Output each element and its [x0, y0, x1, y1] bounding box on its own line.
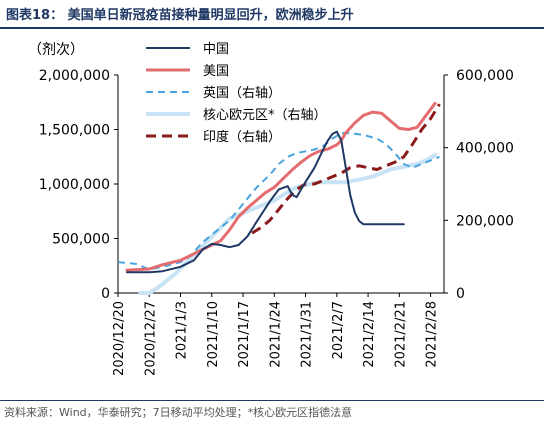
- right-tick-label: 400,000: [456, 141, 514, 157]
- left-tick-label: 0: [101, 286, 110, 302]
- left-axis-ticks: 0 500,000 1,000,000 1,500,000 2,000,000: [39, 68, 118, 302]
- x-tick-label: 2021/2/28: [425, 301, 440, 368]
- series-line-2: [117, 132, 440, 271]
- x-tick-label: 2020/12/20: [112, 301, 127, 376]
- right-tick-label: 200,000: [456, 213, 514, 229]
- x-tick-label: 2020/12/27: [143, 301, 158, 376]
- left-tick-label: 2,000,000: [39, 68, 110, 84]
- legend-label-4: 印度（右轴）: [203, 129, 281, 145]
- x-tick-label: 2021/1/10: [206, 301, 221, 368]
- x-tick-label: 2021/2/7: [331, 301, 346, 359]
- line-chart: （剂次） 0 500,000 1,000,000 1,500,000 2,000,000…: [28, 42, 514, 376]
- legend-label-0: 中国: [203, 42, 229, 57]
- title-divider: [0, 27, 544, 29]
- x-tick-label: 2021/2/14: [362, 301, 377, 368]
- x-tick-label: 2021/1/17: [237, 301, 252, 368]
- x-tick-label: 2021/1/31: [300, 301, 315, 368]
- series-lines: [117, 101, 441, 295]
- y-axis-label-left: （剂次）: [28, 42, 84, 58]
- series-line-0: [125, 130, 405, 274]
- x-tick-label: 2021/1/24: [268, 301, 283, 368]
- right-tick-label: 600,000: [456, 68, 514, 84]
- left-tick-label: 1,000,000: [39, 177, 110, 193]
- x-tick-label: 2021/2/21: [393, 301, 408, 368]
- source-note: 资料来源：Wind，华泰研究；7日移动平均处理；*核心欧元区指德法意: [4, 406, 353, 419]
- x-axis-ticks: 2020/12/20 2020/12/27 2021/1/3 2021/1/10 202…: [112, 293, 440, 376]
- series-line-1: [125, 101, 437, 272]
- legend-label-2: 英国（右轴）: [203, 86, 281, 101]
- legend-label-3: 核心欧元区*（右轴）: [203, 108, 327, 123]
- chart-title: 图表18： 美国单日新冠疫苗接种量明显回升，欧洲稳步上升: [6, 8, 354, 23]
- source-divider: [0, 400, 544, 401]
- series-line-3: [138, 152, 438, 295]
- left-tick-label: 1,500,000: [39, 123, 110, 139]
- left-tick-label: 500,000: [52, 232, 110, 248]
- x-tick-label: 2021/1/3: [175, 301, 190, 359]
- right-tick-label: 0: [456, 286, 465, 302]
- right-axis-ticks: 0 200,000 400,000 600,000: [444, 68, 514, 302]
- legend-label-1: 美国: [203, 64, 229, 79]
